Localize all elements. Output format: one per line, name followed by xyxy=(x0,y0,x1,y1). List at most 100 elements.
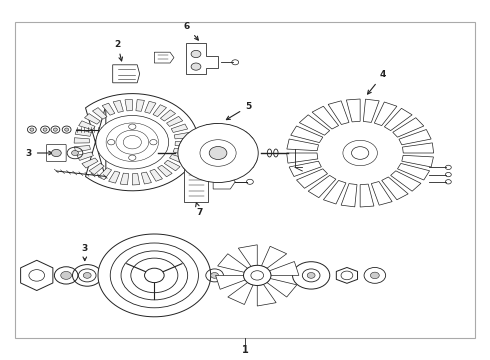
Polygon shape xyxy=(78,121,95,130)
Polygon shape xyxy=(132,174,140,185)
Polygon shape xyxy=(393,118,424,137)
Polygon shape xyxy=(231,131,253,147)
Polygon shape xyxy=(113,100,123,112)
Polygon shape xyxy=(341,184,357,207)
Circle shape xyxy=(61,271,72,279)
Circle shape xyxy=(83,273,91,278)
Polygon shape xyxy=(206,123,221,138)
Circle shape xyxy=(244,265,271,285)
Circle shape xyxy=(370,272,379,279)
Text: 3: 3 xyxy=(82,244,88,261)
Text: 4: 4 xyxy=(368,71,386,94)
Polygon shape xyxy=(109,171,120,183)
Ellipse shape xyxy=(43,128,47,131)
Polygon shape xyxy=(167,116,183,126)
Polygon shape xyxy=(402,143,434,153)
Circle shape xyxy=(51,149,61,157)
Circle shape xyxy=(129,124,136,129)
Circle shape xyxy=(191,63,201,70)
Polygon shape xyxy=(235,154,257,168)
Polygon shape xyxy=(267,279,297,297)
Polygon shape xyxy=(287,153,318,163)
Polygon shape xyxy=(74,145,91,152)
Polygon shape xyxy=(160,110,175,121)
Polygon shape xyxy=(391,171,421,191)
Polygon shape xyxy=(228,283,253,305)
Polygon shape xyxy=(77,152,94,161)
Polygon shape xyxy=(397,163,430,180)
Ellipse shape xyxy=(30,128,34,131)
Polygon shape xyxy=(158,165,172,177)
Text: 1: 1 xyxy=(242,345,248,355)
Polygon shape xyxy=(257,284,276,306)
Polygon shape xyxy=(102,103,115,115)
Ellipse shape xyxy=(53,128,57,131)
Polygon shape xyxy=(153,105,167,117)
Polygon shape xyxy=(75,129,92,136)
Text: 5: 5 xyxy=(226,102,251,120)
Polygon shape xyxy=(402,155,434,167)
Polygon shape xyxy=(336,267,358,283)
Polygon shape xyxy=(113,65,140,83)
Polygon shape xyxy=(238,245,257,266)
Circle shape xyxy=(72,150,78,156)
Polygon shape xyxy=(346,99,360,122)
Polygon shape xyxy=(120,173,129,185)
Circle shape xyxy=(318,122,402,184)
Circle shape xyxy=(150,140,157,145)
Polygon shape xyxy=(93,108,107,119)
Polygon shape xyxy=(270,261,299,275)
Polygon shape xyxy=(21,260,53,291)
Polygon shape xyxy=(291,126,323,143)
Polygon shape xyxy=(384,108,412,131)
Polygon shape xyxy=(399,130,431,145)
Polygon shape xyxy=(154,52,174,63)
Text: 6: 6 xyxy=(184,22,198,40)
Polygon shape xyxy=(175,141,191,147)
Ellipse shape xyxy=(65,128,69,131)
Polygon shape xyxy=(82,158,98,168)
Polygon shape xyxy=(179,138,201,152)
Polygon shape xyxy=(86,94,198,191)
Polygon shape xyxy=(215,168,230,183)
Polygon shape xyxy=(184,169,208,202)
Polygon shape xyxy=(141,172,151,184)
Polygon shape xyxy=(213,176,235,189)
Circle shape xyxy=(145,268,164,283)
Circle shape xyxy=(108,140,115,145)
Text: 2: 2 xyxy=(115,40,122,61)
Circle shape xyxy=(96,116,169,169)
Circle shape xyxy=(343,140,377,166)
Polygon shape xyxy=(183,159,205,175)
Polygon shape xyxy=(262,246,287,268)
Polygon shape xyxy=(89,163,104,175)
Polygon shape xyxy=(174,132,190,139)
FancyBboxPatch shape xyxy=(108,126,116,133)
Polygon shape xyxy=(125,99,132,111)
Polygon shape xyxy=(374,102,397,126)
Polygon shape xyxy=(98,234,211,317)
Circle shape xyxy=(29,270,45,281)
Polygon shape xyxy=(371,181,392,205)
Polygon shape xyxy=(308,175,336,198)
Circle shape xyxy=(200,140,236,166)
Circle shape xyxy=(343,140,377,166)
Bar xyxy=(15,22,475,338)
Polygon shape xyxy=(186,43,218,74)
Circle shape xyxy=(129,155,136,160)
Polygon shape xyxy=(289,161,321,176)
Polygon shape xyxy=(84,114,100,124)
Polygon shape xyxy=(150,169,163,181)
Circle shape xyxy=(209,147,227,159)
Polygon shape xyxy=(299,115,330,135)
Polygon shape xyxy=(382,177,408,200)
Polygon shape xyxy=(170,154,186,163)
Polygon shape xyxy=(287,139,318,151)
Polygon shape xyxy=(171,124,188,132)
Circle shape xyxy=(307,273,315,278)
Polygon shape xyxy=(216,275,245,289)
Polygon shape xyxy=(363,99,379,122)
Circle shape xyxy=(293,262,330,289)
Polygon shape xyxy=(136,100,145,111)
Text: 3: 3 xyxy=(25,149,52,158)
